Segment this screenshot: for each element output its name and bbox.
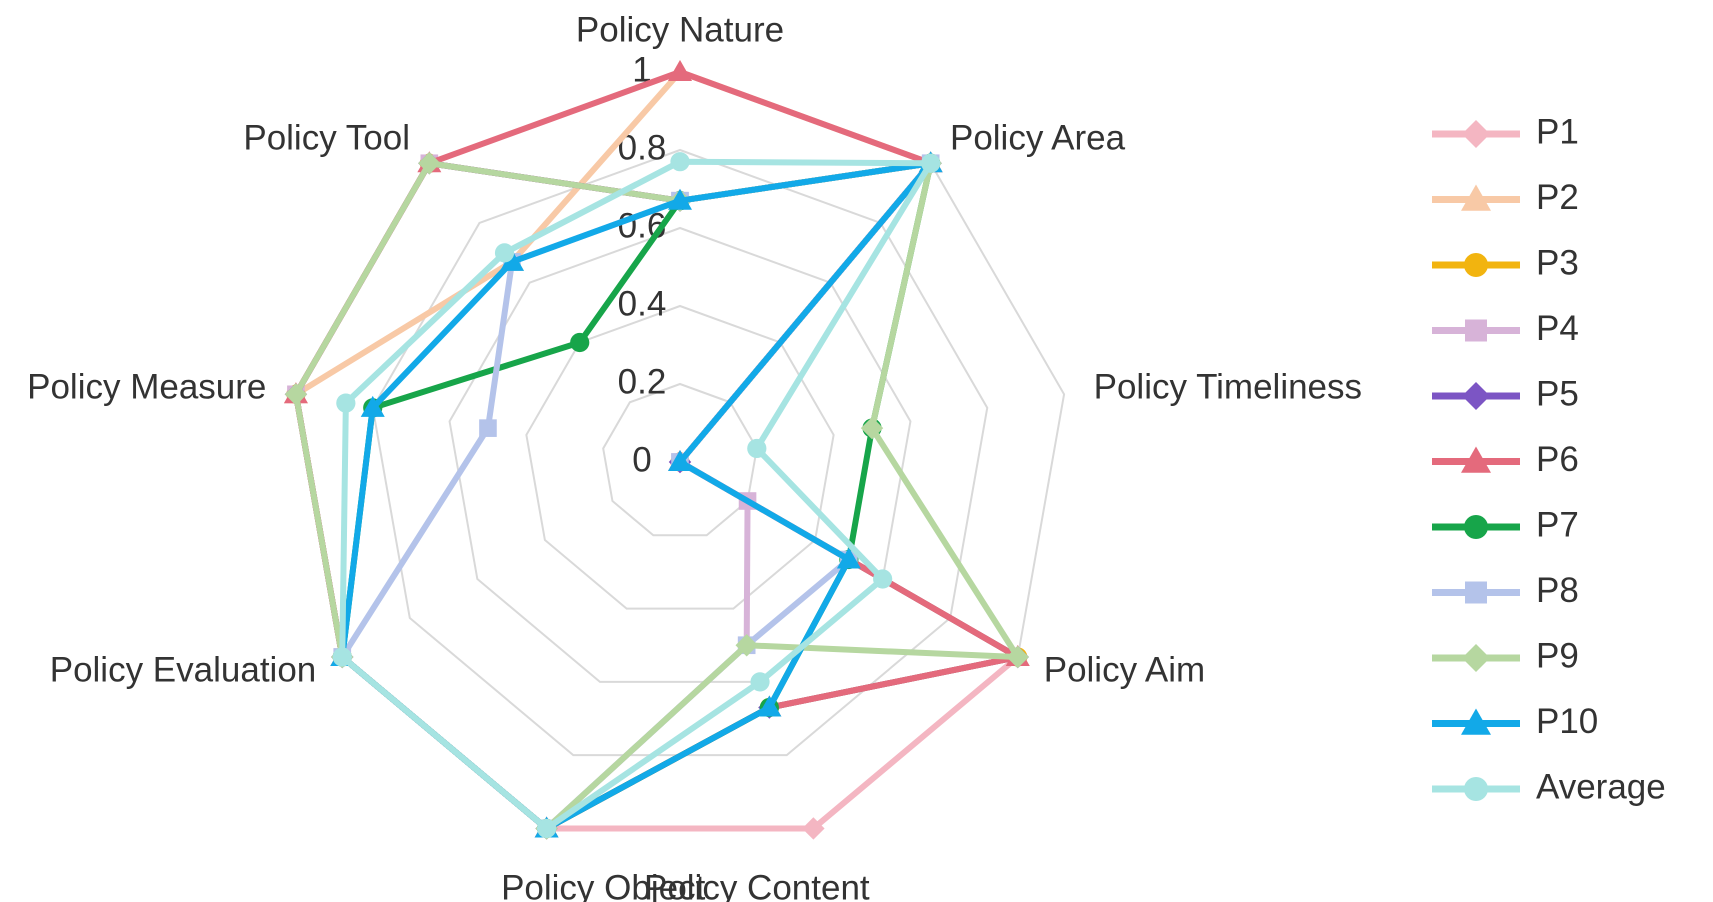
point-p10-policy-nature	[668, 188, 692, 210]
series-line-p4	[292, 160, 934, 832]
legend-label-p6: P6	[1536, 440, 1579, 479]
legend-marker-p7	[1464, 515, 1488, 539]
point-average-policy-nature	[670, 152, 690, 172]
legend-marker-p6	[1461, 446, 1491, 473]
axis-labels: Policy Nature Policy Area Policy Timelines…	[27, 10, 1362, 902]
point-p10-policy-measure	[360, 395, 385, 417]
point-p10-policy-content	[757, 695, 782, 717]
legend-item-p9: P9	[1432, 636, 1579, 675]
legend-label-p10: P10	[1536, 702, 1598, 741]
legend-label-p3: P3	[1536, 243, 1579, 282]
legend-label-p2: P2	[1536, 178, 1579, 217]
legend-label-average: Average	[1536, 767, 1666, 806]
axis-label-policy-nature: Policy Nature	[576, 10, 784, 49]
legend-marker-p2	[1461, 184, 1491, 211]
legend-marker-p10	[1461, 708, 1491, 735]
legend-label-p8: P8	[1536, 571, 1579, 610]
legend-item-p3: P3	[1432, 243, 1579, 282]
axis-label-policy-timeliness: Policy Timeliness	[1094, 367, 1362, 406]
series-lines	[283, 60, 1030, 840]
point-p6-policy-nature	[668, 60, 692, 81]
series-p4	[287, 154, 940, 838]
legend-marker-p5	[1462, 382, 1490, 410]
legend-marker-p1	[1462, 120, 1490, 148]
tick-label-0: 0	[632, 440, 651, 479]
axis-label-policy-area: Policy Area	[950, 119, 1126, 158]
axis-label-policy-object: Policy Object	[501, 868, 706, 902]
axis-label-policy-aim: Policy Aim	[1044, 650, 1205, 689]
legend-item-average: Average	[1432, 767, 1666, 806]
point-p1-policy-content	[802, 817, 825, 840]
series-p9	[284, 152, 1029, 840]
series-line-p10	[339, 160, 934, 832]
legend-marker-average	[1464, 777, 1488, 801]
tick-label-1: 1	[632, 50, 651, 89]
legend-item-p2: P2	[1432, 178, 1579, 217]
axis-label-policy-content: Policy Content	[644, 868, 870, 902]
series-p10	[330, 151, 943, 838]
legend-label-p4: P4	[1536, 309, 1579, 348]
legend-item-p5: P5	[1432, 374, 1579, 413]
legend-label-p1: P1	[1536, 112, 1579, 151]
point-p9-policy-timeliness	[860, 416, 884, 440]
point-average-policy-timeliness	[747, 438, 767, 459]
legend-marker-p9	[1462, 644, 1490, 672]
point-p9-policy-measure	[284, 383, 308, 406]
point-p8-policy-measure	[479, 419, 497, 437]
legend-item-p10: P10	[1432, 702, 1598, 741]
point-average-policy-evaluation	[332, 647, 352, 667]
grid-ring-0-2	[602, 382, 758, 537]
legend-item-p6: P6	[1432, 440, 1579, 479]
axis-label-policy-measure: Policy Measure	[27, 367, 266, 406]
point-p10-policy-aim	[836, 547, 861, 569]
legend-item-p4: P4	[1432, 309, 1579, 348]
point-p10-policy-timeliness	[668, 450, 692, 471]
grid-ring-0-6	[448, 226, 912, 683]
legend-marker-p4	[1465, 319, 1487, 342]
series-line-average	[339, 158, 934, 832]
axis-label-policy-evaluation: Policy Evaluation	[50, 650, 317, 689]
legend-marker-p3	[1464, 253, 1488, 277]
legend-label-p7: P7	[1536, 505, 1579, 544]
legend-label-p9: P9	[1536, 636, 1579, 675]
tick-label-0-4: 0.4	[618, 284, 667, 323]
point-average-policy-tool	[494, 243, 515, 263]
point-p10-policy-tool	[500, 249, 525, 271]
point-average-policy-aim	[873, 569, 893, 589]
legend-item-p1: P1	[1432, 112, 1579, 151]
point-p9-policy-tool	[418, 152, 441, 175]
grid-ring-0-4	[525, 304, 835, 610]
legend-item-p8: P8	[1432, 571, 1579, 610]
point-average-policy-content	[750, 672, 770, 692]
legend-label-p5: P5	[1536, 374, 1579, 413]
legend-item-p7: P7	[1432, 505, 1579, 544]
point-p7-policy-tool	[570, 332, 590, 353]
tick-label-0-2: 0.2	[618, 362, 667, 401]
series-average	[332, 152, 941, 839]
point-p9-policy-content	[735, 634, 758, 657]
point-average-policy-area	[921, 153, 941, 173]
point-average-policy-object	[537, 818, 557, 839]
axis-label-policy-tool: Policy Tool	[243, 119, 410, 158]
legend: P1 P2 P3 P4 P5 P6 P7 P8 P9 P10 Average	[1432, 112, 1666, 806]
point-average-policy-measure	[336, 393, 356, 413]
legend-marker-p8	[1465, 581, 1487, 604]
point-p9-policy-aim	[1006, 645, 1029, 669]
series-line-p9	[292, 160, 1021, 832]
